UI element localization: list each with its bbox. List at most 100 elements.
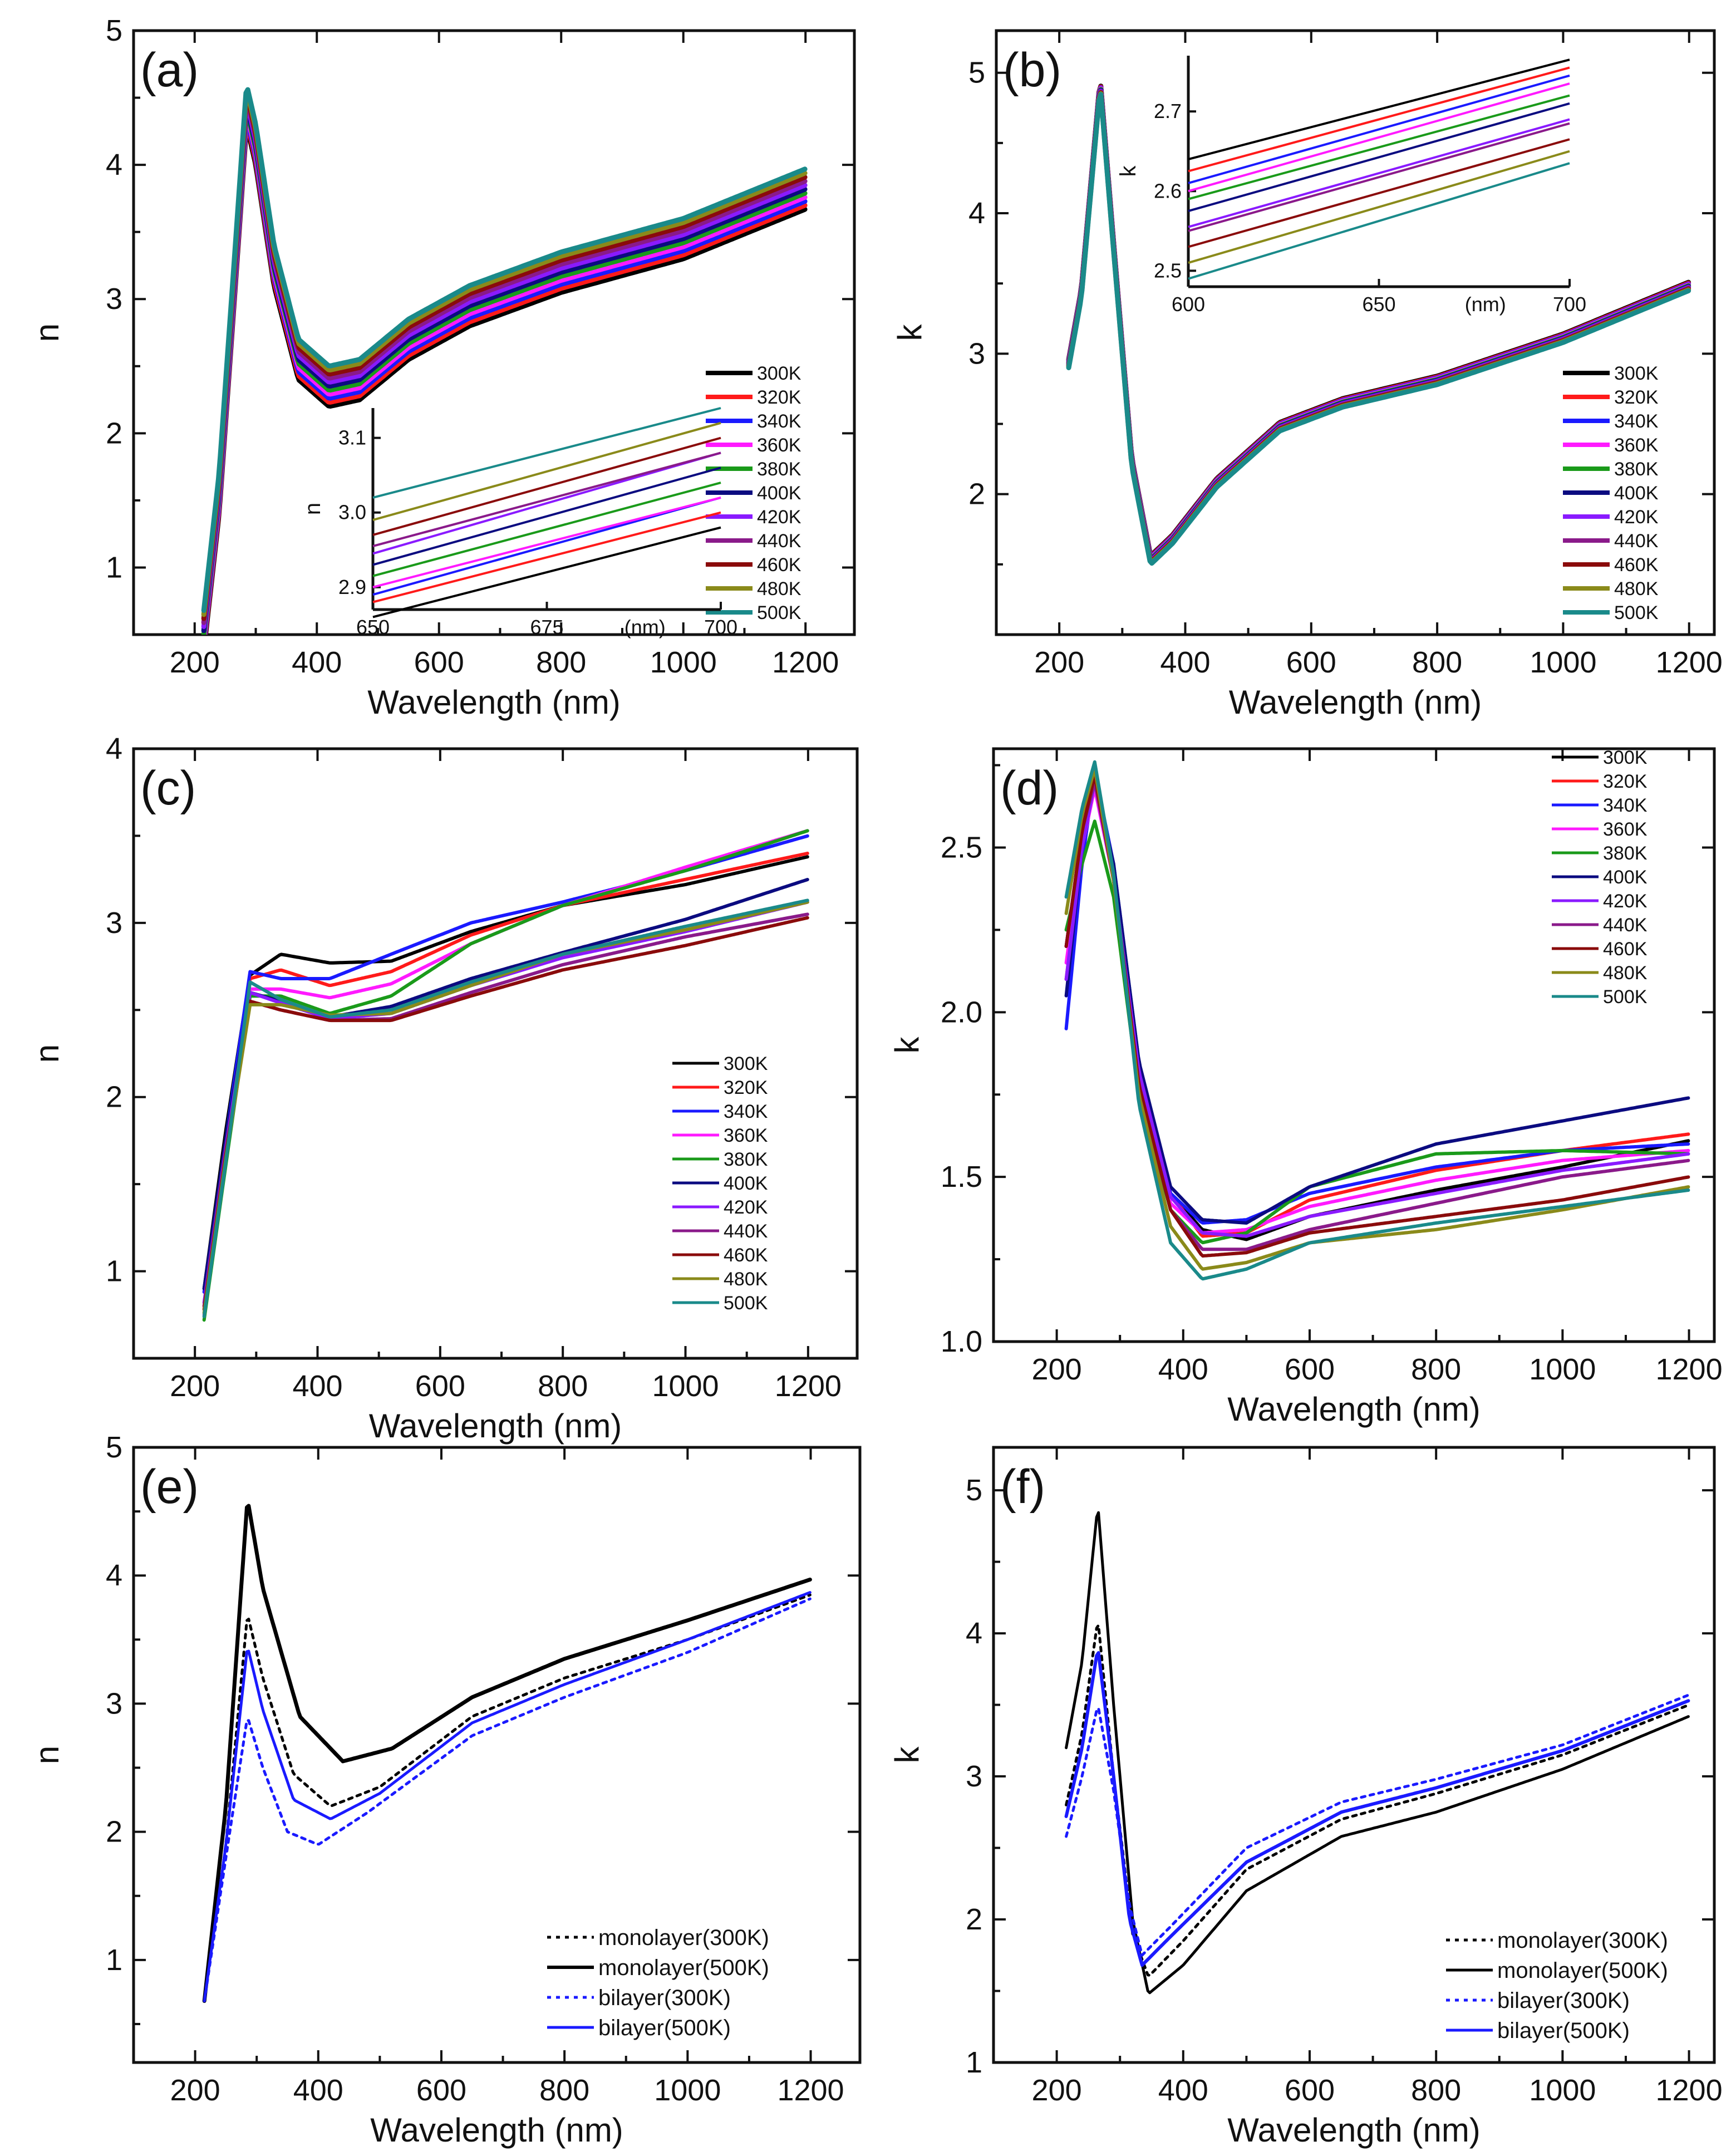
x-tick-label: 1000 [1529, 1353, 1596, 1386]
x-tick-label: 400 [1160, 646, 1210, 679]
y-tick-label: 4 [106, 148, 122, 181]
legend-label: 380K [1603, 843, 1648, 864]
y-tick-label: 2 [966, 1903, 982, 1936]
chart-panel-1: 200 400 600 800 1000 1200 1 2 3 4 5 Wavelength (nm)… [28, 14, 856, 721]
y-tick-label: 2 [106, 1815, 122, 1849]
legend-label: 320K [757, 387, 801, 408]
legend-label: 420K [757, 507, 801, 528]
series-line-460K [201, 95, 808, 621]
legend: 300K320K340K360K380K400K420K440K460K480K… [672, 1053, 768, 1314]
inset-y-tick-label: 2.5 [1154, 259, 1182, 282]
series-group [1064, 1511, 1690, 1995]
legend-label: 440K [724, 1221, 768, 1242]
y-axis-title: n [28, 1044, 66, 1063]
series-group [202, 1504, 812, 2003]
x-tick-label: 400 [292, 646, 342, 679]
inset-x-unit: (nm) [1465, 293, 1506, 316]
x-tick-label: 1000 [654, 2074, 721, 2107]
legend: 300K320K340K360K380K400K420K440K460K480K… [706, 363, 801, 623]
inset-x-unit: (nm) [624, 616, 666, 639]
x-axis-title: Wavelength (nm) [1227, 2111, 1481, 2149]
x-tick-label: 1200 [1655, 1353, 1722, 1386]
inset-series-line-420K [372, 451, 721, 555]
series-line-420K [201, 103, 808, 629]
inset-series-line-380K [1188, 94, 1570, 200]
y-tick-label: 4 [968, 197, 985, 230]
legend-label: 400K [1614, 483, 1659, 504]
x-tick-label: 400 [1158, 2074, 1208, 2107]
series-line-460K [1064, 773, 1690, 1258]
legend-label: bilayer(300K) [598, 1986, 731, 2010]
legend-label: 320K [724, 1077, 768, 1098]
series-line-480K [1064, 767, 1690, 1271]
x-tick-label: 1000 [652, 1369, 719, 1403]
series-line-500K [202, 898, 809, 1318]
x-tick-label: 400 [292, 1369, 342, 1403]
inset-y-tick-label: 2.7 [1154, 100, 1182, 122]
legend-label: 480K [1603, 962, 1648, 984]
legend-label: 300K [724, 1053, 768, 1074]
chart-panel-2: 200 400 600 800 1000 1200 2 3 4 5 Wavelength (nm) k… [891, 29, 1723, 721]
legend-label: 460K [1603, 939, 1648, 960]
inset-series-line-480K [1188, 150, 1570, 264]
legend-label: 360K [724, 1125, 768, 1146]
legend-label: 400K [757, 483, 801, 504]
inset-series-line-480K [372, 421, 721, 522]
legend: 300K320K340K360K380K400K420K440K460K480K… [1552, 747, 1648, 1008]
legend-label: 340K [1603, 795, 1648, 816]
series-line-420K [202, 900, 809, 1304]
legend-label: 480K [1614, 578, 1659, 600]
series-line-bilayer(500K) [203, 1591, 812, 2002]
series-group [201, 87, 808, 635]
series-line-300K [203, 127, 808, 635]
series-group [1066, 84, 1691, 566]
y-tick-label: 5 [966, 1474, 982, 1507]
inset-y-tick-label: 3.1 [338, 426, 366, 449]
x-tick-label: 200 [170, 646, 220, 679]
inset-series-line-300K [372, 526, 721, 618]
inset-series-line-460K [1188, 138, 1570, 248]
y-axis-title: k [888, 1037, 926, 1054]
y-tick-label: 3 [106, 906, 122, 940]
inset-series-line-340K [1188, 74, 1570, 184]
legend-label: 500K [724, 1293, 768, 1314]
legend-label: monolayer(300K) [598, 1926, 769, 1950]
x-tick-label: 800 [539, 2074, 589, 2107]
panel-label: (f) [1000, 1460, 1045, 1514]
legend-label: monolayer(500K) [1497, 1958, 1668, 1983]
inset-series-line-420K [1188, 118, 1570, 228]
legend-label: monolayer(300K) [1497, 1928, 1668, 1953]
legend-label: bilayer(500K) [1497, 2019, 1630, 2043]
series-group [202, 829, 809, 1322]
inset-y-title: n [301, 503, 325, 515]
chart-panel-4: 200 400 600 800 1000 1200 1.0 1.5 2.0 2.5 Waveleng… [888, 747, 1723, 1428]
y-tick-label: 1 [106, 1943, 122, 1977]
inset-chart: 600 650 700 (nm) 2.5 2.6 2.7 k [1116, 56, 1586, 316]
x-tick-label: 1200 [1655, 2074, 1722, 2107]
inset-y-title: k [1116, 165, 1140, 177]
y-tick-label: 1 [106, 1255, 122, 1288]
chart-panel-6: 200 400 600 800 1000 1200 1 2 3 4 5 Wavelength (nm)… [888, 1446, 1723, 2149]
series-line-bilayer(300K) [1065, 1693, 1690, 1957]
x-tick-label: 1200 [1656, 646, 1723, 679]
y-tick-label: 5 [106, 14, 122, 47]
x-tick-label: 800 [538, 1369, 588, 1403]
legend-label: 440K [757, 531, 801, 552]
y-tick-label: 1.0 [941, 1325, 982, 1358]
x-tick-label: 200 [1034, 646, 1084, 679]
series-line-500K [1066, 92, 1691, 566]
y-tick-label: 3 [968, 337, 985, 370]
series-line-380K [202, 829, 809, 1322]
inset-series-line-340K [372, 496, 721, 596]
y-tick-label: 2.0 [941, 995, 982, 1029]
inset-series-line-360K [1188, 82, 1570, 193]
x-axis-title: Wavelength (nm) [369, 1407, 622, 1445]
series-line-400K [201, 107, 808, 633]
chart-panel-3: 200 400 600 800 1000 1200 1 2 3 4 Wavelength (nm) n… [28, 732, 859, 1445]
chart-panel-5: 200 400 600 800 1000 1200 1 2 3 4 5 Wavelength (nm)… [28, 1431, 862, 2149]
series-group [1064, 760, 1690, 1281]
legend-label: monolayer(500K) [598, 1956, 769, 1980]
x-tick-label: 400 [1158, 1353, 1208, 1386]
x-tick-label: 600 [1285, 1353, 1335, 1386]
series-line-460K [202, 916, 809, 1312]
